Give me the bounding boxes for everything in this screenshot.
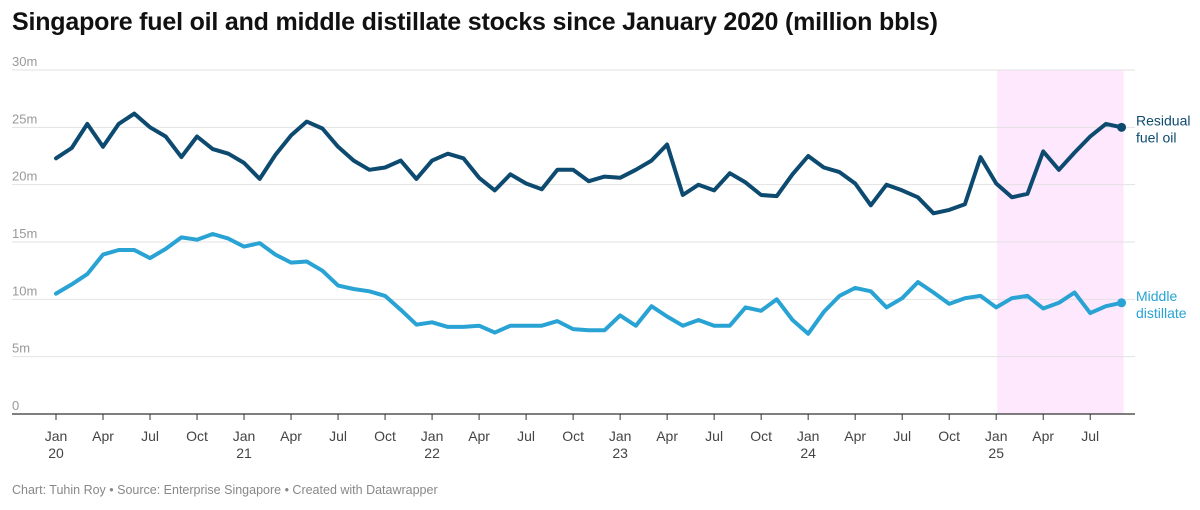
x-tick-year-label: 25: [988, 445, 1004, 461]
x-tick-year-label: 22: [424, 445, 440, 461]
x-tick-label: Jan: [421, 428, 444, 444]
y-tick-label: 0: [12, 398, 19, 413]
x-tick-label: Jan: [609, 428, 632, 444]
x-tick-label: Oct: [186, 428, 208, 444]
y-tick-label: 25m: [12, 111, 37, 126]
grid-layer: 0 5m 10m 15m 20m 25m 30m: [12, 54, 1135, 413]
y-tick-label: 20m: [12, 169, 37, 184]
series-label: fuel oil: [1136, 129, 1176, 145]
series-line-residual-fuel-oil: [54, 111, 1124, 216]
chart-footer: Chart: Tuhin Roy • Source: Enterprise Si…: [12, 483, 438, 497]
x-tick-label: Apr: [280, 428, 302, 444]
x-tick-label: Jan: [797, 428, 820, 444]
series-label: Middle: [1136, 288, 1177, 304]
series-layer: [54, 111, 1127, 336]
series-end-point: [1117, 122, 1127, 132]
x-tick-label: Oct: [374, 428, 396, 444]
y-tick-label: 10m: [12, 283, 37, 298]
y-tick-label: 15m: [12, 226, 37, 241]
x-tick-label: Jul: [329, 428, 347, 444]
x-tick-label: Jul: [705, 428, 723, 444]
x-tick-year-label: 23: [612, 445, 628, 461]
x-tick-year-label: 24: [800, 445, 816, 461]
series-label: Residual: [1136, 112, 1190, 128]
x-tick-label: Jul: [1081, 428, 1099, 444]
x-tick-label: Apr: [1032, 428, 1054, 444]
y-tick-label: 5m: [12, 341, 30, 356]
series-end-point: [1117, 298, 1127, 308]
x-tick-label: Jul: [893, 428, 911, 444]
x-tick-label: Jan: [45, 428, 68, 444]
x-tick-label: Apr: [468, 428, 490, 444]
chart-title: Singapore fuel oil and middle distillate…: [12, 8, 938, 36]
series-line-middle-distillate: [54, 232, 1124, 336]
x-tick-label: Jan: [985, 428, 1008, 444]
x-tick-label: Oct: [750, 428, 772, 444]
y-tick-label: 30m: [12, 54, 37, 69]
x-tick-label: Jul: [141, 428, 159, 444]
series-label: distillate: [1136, 305, 1187, 321]
x-tick-label: Apr: [656, 428, 678, 444]
x-tick-label: Oct: [938, 428, 960, 444]
x-tick-year-label: 21: [236, 445, 252, 461]
x-tick-label: Jul: [517, 428, 535, 444]
x-tick-year-label: 20: [48, 445, 64, 461]
x-tick-label: Apr: [844, 428, 866, 444]
x-tick-label: Jan: [233, 428, 256, 444]
x-tick-label: Oct: [562, 428, 584, 444]
x-tick-label: Apr: [92, 428, 114, 444]
